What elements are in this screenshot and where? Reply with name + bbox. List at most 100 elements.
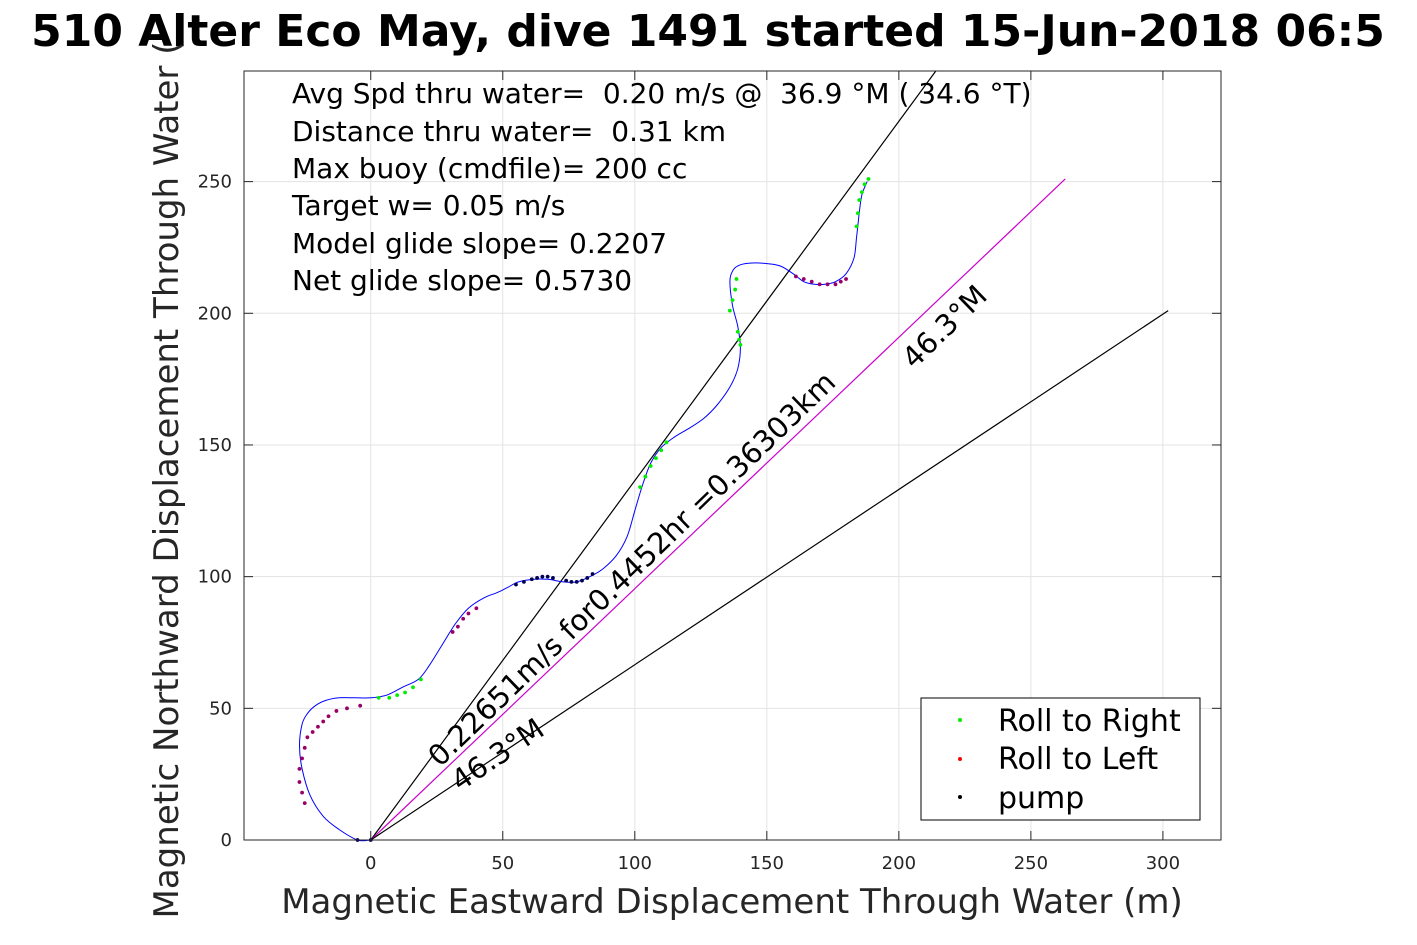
roll-left-point [833,282,838,287]
reference-line-0 [370,70,937,841]
roll-right-point [395,693,400,698]
roll-left-point [297,766,302,771]
roll-right-point [859,190,864,195]
reference-line-2 [370,310,1169,841]
pump-point [514,582,518,587]
roll-right-point [387,695,392,700]
legend-marker-pump [958,795,962,799]
roll-left-point [809,279,814,284]
annotation-model-glide-slope: Model glide slope= 0.2207 [292,227,667,260]
tick-layer: 0 50 100 150 200 250 300 0 50 100 150 200 250 [198,71,1221,874]
roll-left-point [455,624,460,629]
roll-left-point [316,724,320,729]
x-tick-label: 300 [1146,853,1180,874]
roll-right-point [411,685,415,690]
reference-line-1 [370,178,1066,841]
y-tick-label: 150 [198,435,232,456]
x-tick-label: 150 [750,853,784,874]
roll-left-point [844,277,848,281]
roll-left-point [358,703,363,708]
roll-left-point [461,616,466,621]
roll-left-point [305,735,310,740]
annotation-avg-speed: Avg Spd thru water= 0.20 m/s @ 36.9 °M (… [292,77,1032,110]
roll-left-point [825,282,830,287]
roll-left-point [300,756,304,761]
legend-box [920,697,1201,821]
roll-right-point [403,690,407,695]
legend-marker-roll-left [958,757,962,761]
roll-right-point [648,464,653,468]
y-tick-label: 0 [221,830,232,851]
annotation-max-buoy: Max buoy (cmdfile)= 200 cc [292,152,687,185]
legend-label-roll-right: Roll to Right [998,704,1181,739]
roll-left-point [466,611,471,616]
track-layer [298,181,868,842]
plot-frame [243,70,1222,841]
pump-point [540,574,545,579]
roll-left-point [817,282,822,287]
pump-point [564,578,569,583]
roll-left-point [297,780,302,784]
roll-right-point [734,277,739,281]
y-axis-label: Magnetic Northward Displacement Through … [147,42,187,919]
pump-point [585,576,590,580]
x-tick-label: 100 [618,853,652,874]
roll-right-point [654,456,658,461]
roll-right-point [730,298,735,303]
roll-left-point [450,630,455,634]
roll-right-point [856,211,860,216]
legend-label-pump: pump [998,781,1084,816]
pump-point [545,574,550,579]
pump-point [521,580,526,584]
roll-left-point [345,706,349,711]
roll-right-point [735,329,740,334]
roll-right-point [419,677,423,682]
roll-right-point [643,474,648,479]
roll-left-point [326,714,331,719]
annotation-distance: Distance thru water= 0.31 km [292,115,726,148]
roll-right-point [733,287,738,292]
roll-right-point [866,177,871,181]
annotation-block: Avg Spd thru water= 0.20 m/s @ 36.9 °M (… [291,77,1032,297]
roll-right-point [854,224,859,229]
roll-right-point [862,182,867,187]
roll-left-point [300,790,304,795]
y-tick-label: 100 [198,567,232,588]
annotation-net-glide-slope: Net glide slope= 0.5730 [292,264,632,297]
roll-left-point [793,274,798,279]
pump-point [529,577,534,582]
roll-left-point [310,730,315,734]
y-tick-label: 50 [209,698,232,719]
legend: Roll to Right Roll to Left pump [920,697,1201,821]
roll-right-point [727,308,732,313]
x-tick-label: 50 [491,853,514,874]
x-tick-label: 250 [1014,853,1048,874]
roll-left-point [801,277,806,281]
legend-label-roll-left: Roll to Left [998,742,1158,777]
roll-right-point [638,485,642,490]
marker-layer [297,177,871,842]
y-tick-label: 200 [198,303,232,324]
glider-track-line [298,181,868,842]
roll-right-point [737,337,742,342]
x-axis-label: Magnetic Eastward Displacement Through W… [281,882,1183,922]
roll-left-point [321,719,326,724]
pump-point [535,576,539,580]
roll-left-point [474,606,479,611]
chart-title: 510 Alter Eco May, dive 1491 started 15-… [31,6,1385,57]
roll-right-point [664,440,669,445]
roll-right-point [738,342,743,347]
annotation-target-w: Target w= 0.05 m/s [291,189,565,222]
pump-point [574,580,579,584]
x-tick-label: 0 [365,853,376,874]
pump-point [580,578,584,583]
roll-left-point [302,745,307,750]
grid-layer [244,71,1221,841]
roll-left-point [838,279,843,284]
reference-lines [370,70,1169,841]
roll-left-point [302,801,307,806]
roll-right-point [857,198,862,202]
x-tick-label: 200 [882,853,916,874]
roll-right-point [376,695,381,700]
roll-right-point [659,448,664,453]
